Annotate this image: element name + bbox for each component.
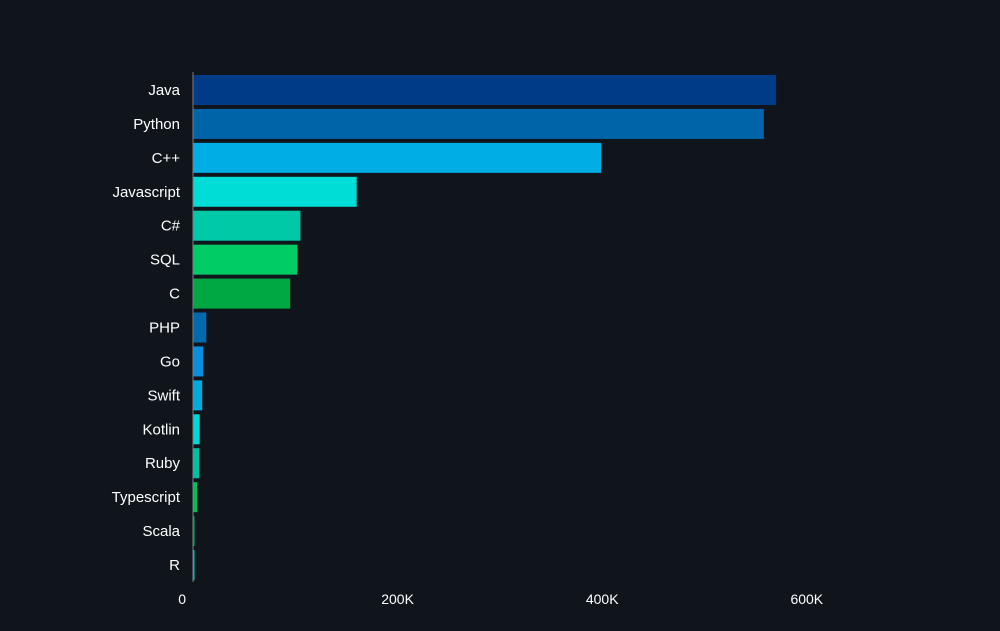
category-label: C	[169, 286, 180, 303]
bar-cpp	[193, 142, 602, 173]
bar-swift	[193, 380, 203, 411]
category-label: PHP	[149, 320, 180, 337]
bar-c	[193, 278, 291, 309]
category-label: Javascript	[112, 184, 180, 201]
category-label: Swift	[147, 387, 180, 404]
bar-go	[193, 346, 204, 377]
bar-kotlin	[193, 414, 200, 445]
bars-layer	[193, 75, 777, 581]
category-label: R	[169, 557, 180, 574]
category-label: Java	[148, 82, 180, 99]
bar-php	[193, 312, 207, 343]
x-tick-label: 600K	[790, 591, 823, 607]
category-label: Go	[160, 353, 180, 370]
x-tick-label: 400K	[586, 591, 619, 607]
category-label: C#	[161, 218, 181, 235]
bar-javascript	[193, 176, 357, 207]
category-label: C++	[152, 150, 181, 167]
category-label: Typescript	[112, 489, 181, 506]
bar-scala	[193, 516, 195, 547]
bar-csharp	[193, 210, 301, 241]
x-tick-label: 0	[178, 591, 186, 607]
bar-ruby	[193, 448, 200, 479]
x-axis-tick-labels: 0 200K 400K 600K	[178, 591, 824, 607]
category-label: Python	[133, 116, 180, 133]
bar-typescript	[193, 482, 198, 513]
category-label: Kotlin	[142, 421, 180, 438]
x-tick-label: 200K	[381, 591, 414, 607]
bar-sql	[193, 244, 298, 275]
category-label: Scala	[142, 523, 180, 540]
category-label: Ruby	[145, 455, 181, 472]
category-labels: Java Python C++ Javascript C# SQL C PHP Go Swift K…	[112, 82, 181, 574]
bar-java	[193, 75, 777, 105]
bar-r	[193, 550, 195, 581]
bar-python	[193, 108, 764, 139]
category-label: SQL	[150, 252, 180, 269]
